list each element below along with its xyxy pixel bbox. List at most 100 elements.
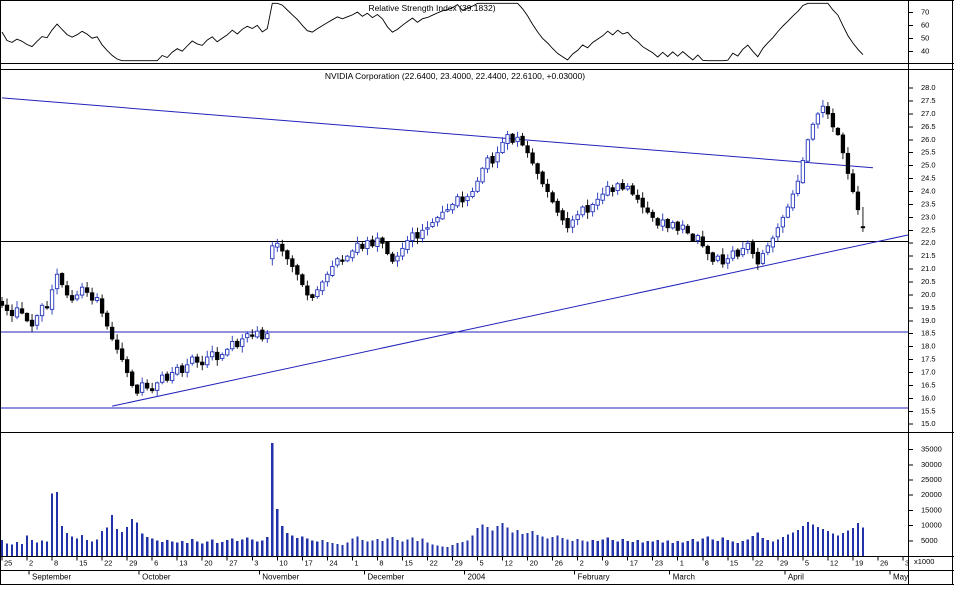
price-axis-label: 21.5 (921, 251, 936, 260)
candle-body (505, 134, 510, 144)
candle-body (335, 258, 340, 266)
price-axis-label: 19.0 (921, 316, 936, 325)
price-axis-label: 23.0 (921, 212, 936, 221)
volume-axis-label: 30000 (921, 460, 942, 469)
volume-bar (441, 546, 444, 556)
candle-body (405, 240, 410, 251)
candle-body (180, 365, 185, 373)
volume-bar (686, 540, 689, 556)
candle-body (855, 191, 861, 211)
volume-axis-label: 10000 (921, 521, 942, 530)
volume-bar (636, 540, 639, 556)
volume-bar (661, 542, 664, 556)
candle-body (89, 292, 95, 301)
candle-body (49, 289, 55, 310)
candle-body (69, 295, 75, 301)
candle-body (305, 285, 310, 296)
date-label: 8 (54, 558, 58, 567)
candle-body (605, 185, 610, 196)
price-axis-label: 24.5 (921, 174, 936, 183)
volume-bar (0, 540, 4, 556)
volume-bar (531, 531, 534, 556)
volume-bar (691, 538, 694, 556)
volume-bar (40, 540, 44, 556)
candle-body (260, 329, 265, 340)
date-label: 20 (204, 558, 212, 567)
volume-bar (776, 539, 779, 556)
candle-body (430, 222, 435, 228)
volume-bar (181, 540, 184, 556)
volume-bar (816, 526, 820, 556)
date-label: 5 (480, 558, 484, 567)
volume-bar (626, 540, 629, 556)
trendline[interactable] (112, 234, 909, 407)
volume-bar (236, 541, 239, 556)
volume-bar (15, 542, 19, 556)
month-label: November (262, 573, 299, 582)
volume-bar (266, 537, 269, 556)
candle-body (74, 294, 80, 300)
candle-body (345, 255, 350, 262)
volume-bar (566, 539, 569, 556)
candle-body (155, 382, 160, 391)
candle-body (560, 210, 565, 221)
trendline[interactable] (1, 97, 874, 169)
candle-body (455, 196, 460, 207)
candle-body (160, 374, 165, 383)
candle-body (380, 237, 385, 244)
volume-bar (321, 539, 324, 556)
candle-body (79, 286, 85, 296)
volume-panel (0, 442, 865, 556)
volume-bar (131, 518, 134, 556)
date-label: 3 (254, 558, 258, 567)
price-axis-label: 19.5 (921, 303, 936, 312)
candle-body (390, 253, 395, 262)
candle-body (790, 193, 796, 209)
date-label: 22 (429, 558, 437, 567)
volume-bar (30, 540, 34, 556)
volume-bar (631, 542, 634, 556)
price-axis-label: 24.0 (921, 187, 936, 196)
price-axis-label: 22.5 (921, 225, 936, 234)
volume-bar (401, 541, 404, 556)
candle-body (755, 251, 760, 265)
date-label: 15 (404, 558, 412, 567)
volume-bar (301, 536, 304, 556)
candle-body (4, 304, 10, 311)
candle-body (740, 247, 745, 256)
volume-axis-label: 15000 (921, 505, 942, 514)
candle-body (220, 353, 225, 359)
volume-bar (446, 546, 449, 556)
date-label: 2 (29, 558, 33, 567)
volume-bar (436, 545, 439, 556)
date-label: 29 (780, 558, 788, 567)
volume-bar (601, 539, 604, 556)
price-axis-label: 22.0 (921, 238, 936, 247)
volume-bar (231, 538, 234, 556)
volume-bar (221, 542, 224, 556)
candle-body (415, 232, 420, 239)
volume-bar (746, 539, 749, 556)
volume-bar (176, 542, 179, 556)
candle-body (129, 371, 135, 386)
candle-body (680, 224, 685, 230)
candle-body (665, 218, 670, 229)
candle-body (480, 167, 485, 183)
date-label: 10 (279, 558, 287, 567)
volume-bar (536, 535, 539, 556)
candle-body (775, 227, 781, 238)
candle-body (730, 250, 735, 259)
candle-body (235, 340, 240, 348)
price-axis-label: 17.0 (921, 368, 936, 377)
volume-bar (596, 541, 599, 556)
volume-bar (186, 543, 189, 556)
date-label: 6 (154, 558, 158, 567)
price-trendlines-layer (0, 97, 909, 409)
date-label: 1 (354, 558, 358, 567)
volume-bar (406, 539, 409, 556)
volume-bar (801, 526, 804, 556)
candle-body (119, 348, 125, 361)
volume-bar (846, 530, 850, 556)
candle-body (860, 226, 866, 229)
